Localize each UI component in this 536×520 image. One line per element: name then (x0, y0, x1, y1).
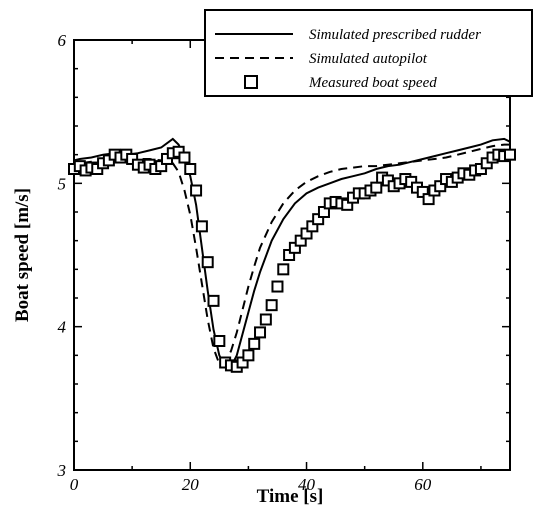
measured-point (277, 263, 290, 276)
x-tick-label: 20 (182, 475, 200, 494)
measured-point (195, 220, 208, 233)
measured-point (242, 349, 255, 362)
measured-point (248, 337, 261, 350)
legend-box (204, 9, 533, 97)
measured-point (254, 326, 267, 339)
legend-marker (244, 75, 258, 89)
legend-label: Simulated autopilot (309, 51, 428, 67)
y-tick-label: 6 (58, 31, 67, 50)
x-tick-label: 40 (298, 475, 316, 494)
legend-label: Measured boat speed (308, 75, 437, 91)
measured-point (184, 163, 197, 175)
measured-point (201, 256, 214, 269)
measured-point (190, 184, 203, 197)
x-tick-label: 0 (70, 475, 79, 494)
measured-point (259, 313, 272, 326)
y-tick-label: 4 (58, 318, 67, 337)
measured-point (504, 148, 516, 161)
x-tick-label: 60 (414, 475, 432, 494)
legend-label: Simulated prescribed rudder (309, 27, 481, 43)
y-tick-label: 3 (57, 461, 67, 480)
y-tick-label: 5 (58, 174, 67, 193)
measured-point (271, 280, 284, 293)
measured-point (265, 299, 278, 312)
y-axis-title: Boat speed [m/s] (12, 188, 33, 322)
measured-point (213, 335, 226, 347)
measured-point (370, 181, 383, 194)
legend: Simulated prescribed rudder Simulated aut… (204, 9, 533, 97)
x-axis-title: Time [s] (257, 486, 324, 507)
measured-point (178, 151, 191, 164)
prescribed-rudder-line (74, 137, 510, 368)
measured-point (207, 294, 220, 307)
